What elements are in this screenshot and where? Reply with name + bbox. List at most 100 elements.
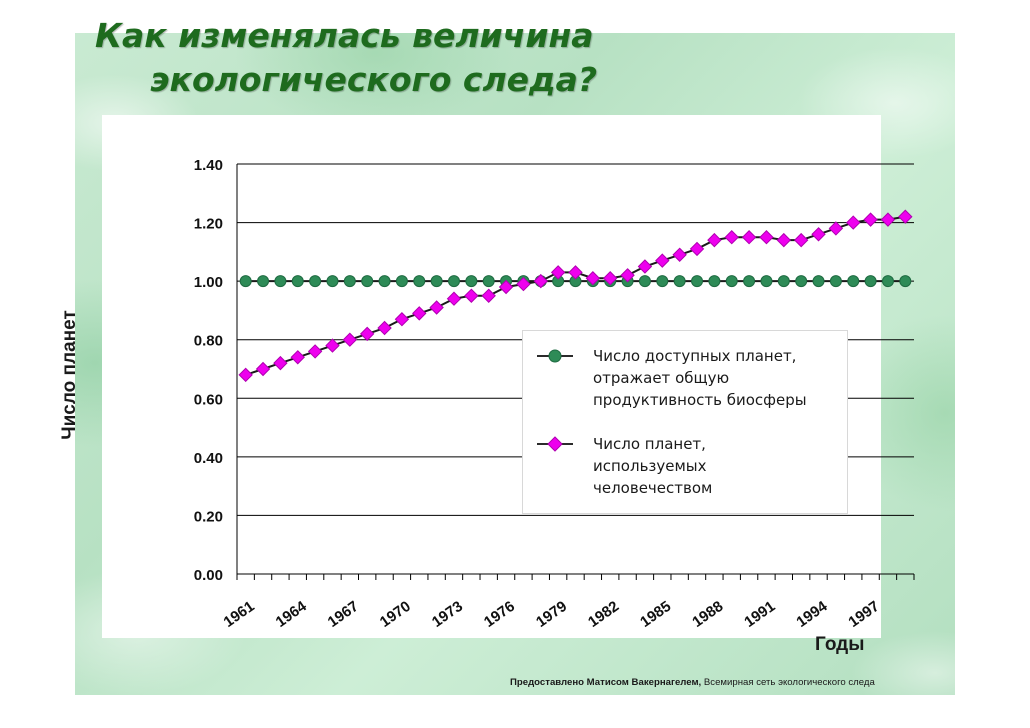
legend-label-available: Число доступных планет, отражает общую п… — [593, 347, 807, 409]
data-point-used — [898, 209, 913, 224]
data-point-available — [760, 275, 773, 288]
x-tick-label: 1976 — [481, 598, 518, 631]
title-line-2: экологического следа? — [150, 60, 598, 99]
data-point-used — [620, 268, 635, 283]
data-point-available — [899, 275, 912, 288]
legend: Число доступных планет, отражает общую п… — [522, 330, 848, 514]
data-point-used — [655, 253, 670, 268]
data-point-available — [743, 275, 756, 288]
y-tick-label: 0.80 — [194, 333, 223, 350]
data-point-available — [291, 275, 304, 288]
data-point-used — [498, 279, 514, 295]
x-tick-label: 1997 — [845, 598, 882, 631]
data-point-available — [673, 275, 686, 288]
y-tick-label: 0.20 — [194, 508, 223, 525]
data-point-used — [846, 215, 861, 230]
data-point-available — [309, 275, 322, 288]
series-layer — [238, 209, 913, 383]
x-axis-label: Годы — [815, 634, 865, 655]
data-point-available — [829, 275, 842, 288]
data-point-used — [290, 350, 305, 365]
data-point-used — [707, 232, 722, 248]
data-point-used — [533, 273, 548, 289]
data-point-available — [725, 275, 738, 288]
data-point-available — [881, 275, 894, 288]
x-tick-label: 1988 — [689, 598, 726, 631]
x-tick-label: 1979 — [533, 598, 570, 631]
x-tick-label: 1982 — [585, 598, 622, 631]
data-point-available — [447, 275, 460, 288]
slide-title: Как изменялась величина экологического с… — [95, 14, 735, 102]
x-tick-label: 1994 — [793, 597, 831, 630]
x-tick-label: 1985 — [637, 598, 674, 631]
data-point-used — [759, 230, 774, 245]
data-point-available — [430, 275, 443, 288]
data-point-used — [568, 265, 583, 280]
data-point-used — [689, 241, 705, 257]
data-point-used — [672, 247, 687, 262]
data-point-used — [377, 320, 392, 336]
data-point-used — [637, 259, 653, 274]
data-point-used — [863, 212, 878, 227]
data-point-available — [326, 275, 339, 288]
data-point-used — [550, 265, 566, 280]
y-tick-label: 1.40 — [194, 157, 223, 174]
x-tick-label: 1967 — [325, 598, 362, 631]
data-point-available — [361, 275, 374, 288]
data-point-used — [342, 332, 358, 347]
data-point-available — [239, 275, 252, 288]
title-line-1: Как изменялась величина — [95, 16, 594, 55]
y-tick-label: 0.00 — [194, 567, 223, 584]
legend-label-used: Число планет, используемых человечеством — [593, 435, 713, 497]
data-point-used — [724, 230, 739, 245]
y-tick-label: 1.20 — [194, 216, 223, 233]
data-point-available — [777, 275, 790, 288]
data-point-used — [464, 288, 479, 303]
credit-source: Всемирная сеть экологического следа — [701, 677, 875, 688]
data-point-available — [257, 275, 270, 288]
data-point-available — [812, 275, 825, 288]
x-tick-label: 1973 — [429, 598, 466, 631]
data-point-used — [412, 306, 427, 321]
x-tick-label: 1964 — [273, 597, 311, 630]
data-point-used — [429, 300, 444, 315]
y-tick-label: 0.40 — [194, 450, 223, 467]
y-tick-label: 0.60 — [194, 391, 223, 408]
data-point-used — [446, 291, 462, 306]
data-point-used — [585, 271, 601, 286]
data-point-used — [741, 230, 757, 245]
data-point-available — [465, 275, 478, 288]
data-point-used — [238, 367, 253, 383]
data-point-available — [795, 275, 808, 288]
data-point-used — [603, 271, 618, 286]
data-point-available — [343, 275, 356, 288]
data-point-used — [880, 212, 896, 227]
data-point-available — [864, 275, 877, 288]
x-tick-label: 1961 — [221, 598, 258, 631]
x-tick-label: 1970 — [377, 598, 414, 631]
data-point-used — [516, 276, 531, 292]
data-point-available — [708, 275, 721, 288]
data-point-used — [481, 288, 496, 303]
data-point-used — [828, 221, 844, 236]
data-point-available — [847, 275, 860, 288]
y-tick-label: 1.00 — [194, 274, 223, 291]
data-point-available — [638, 275, 651, 288]
credit-author: Предоставлено Матисом Вакернагелем, — [510, 677, 702, 688]
data-point-available — [274, 275, 287, 288]
data-point-used — [273, 355, 288, 371]
y-axis-label: Число планет — [59, 310, 80, 440]
data-point-used — [359, 326, 375, 342]
data-point-used — [793, 232, 809, 248]
x-tick-label: 1991 — [741, 598, 778, 631]
data-point-used — [307, 344, 323, 359]
data-point-used — [776, 232, 792, 248]
data-point-available — [378, 275, 391, 288]
data-point-used — [394, 312, 410, 327]
data-point-available — [656, 275, 669, 288]
legend-marker-circle-icon — [548, 349, 562, 363]
data-point-available — [413, 275, 426, 288]
data-point-used — [325, 338, 340, 353]
data-point-available — [482, 275, 495, 288]
